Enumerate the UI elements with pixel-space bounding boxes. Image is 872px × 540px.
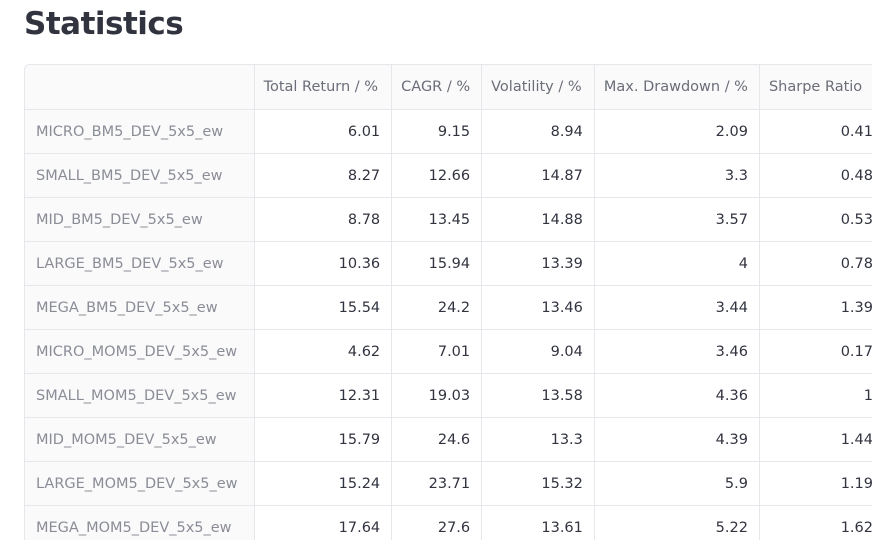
- column-header-sharpe-ratio[interactable]: Sharpe Ratio: [759, 65, 872, 110]
- table-row: MEGA_MOM5_DEV_5x5_ew 17.64 27.6 13.61 5.22 1.…: [25, 505, 872, 540]
- table-row: SMALL_MOM5_DEV_5x5_ew 12.31 19.03 13.58 4.36…: [25, 373, 872, 418]
- table-cell[interactable]: 8.94: [481, 109, 595, 154]
- table-cell[interactable]: 13.39: [481, 241, 595, 286]
- table-cell[interactable]: 13.61: [481, 505, 595, 540]
- row-index-label[interactable]: SMALL_BM5_DEV_5x5_ew: [25, 153, 255, 198]
- row-index-label[interactable]: LARGE_BM5_DEV_5x5_ew: [25, 241, 255, 286]
- statistics-table: Total Return / % CAGR / % Volatility / %…: [25, 65, 872, 540]
- table-cell[interactable]: 4.39: [594, 417, 760, 462]
- table-cell[interactable]: 2.09: [594, 109, 760, 154]
- table-cell[interactable]: 9.15: [391, 109, 483, 154]
- column-header-cagr[interactable]: CAGR / %: [391, 65, 483, 110]
- row-index-label[interactable]: MICRO_BM5_DEV_5x5_ew: [25, 109, 255, 154]
- table-cell[interactable]: 3.44: [594, 285, 760, 330]
- table-cell[interactable]: 1.39: [759, 285, 872, 330]
- table-cell[interactable]: 5.22: [594, 505, 760, 540]
- table-row: LARGE_MOM5_DEV_5x5_ew 15.24 23.71 15.32 5.9 1…: [25, 461, 872, 506]
- table-cell[interactable]: 6.01: [254, 109, 393, 154]
- table-cell[interactable]: 15.32: [481, 461, 595, 506]
- table-cell[interactable]: 15.94: [391, 241, 483, 286]
- table-cell[interactable]: 0.53: [759, 197, 872, 242]
- index-header: [25, 65, 255, 110]
- table-cell[interactable]: 8.78: [254, 197, 393, 242]
- table-row: LARGE_BM5_DEV_5x5_ew 10.36 15.94 13.39 4 0.78: [25, 241, 872, 286]
- table-row: SMALL_BM5_DEV_5x5_ew 8.27 12.66 14.87 3.3 0.4…: [25, 153, 872, 198]
- table-cell[interactable]: 0.48: [759, 153, 872, 198]
- row-index-label[interactable]: LARGE_MOM5_DEV_5x5_ew: [25, 461, 255, 506]
- table-row: MEGA_BM5_DEV_5x5_ew 15.54 24.2 13.46 3.44 1.3…: [25, 285, 872, 330]
- table-cell[interactable]: 13.46: [481, 285, 595, 330]
- table-cell[interactable]: 24.6: [391, 417, 483, 462]
- table-cell[interactable]: 19.03: [391, 373, 483, 418]
- table-row: MICRO_BM5_DEV_5x5_ew 6.01 9.15 8.94 2.09 0.41: [25, 109, 872, 154]
- table-cell[interactable]: 5.9: [594, 461, 760, 506]
- row-index-label[interactable]: MICRO_MOM5_DEV_5x5_ew: [25, 329, 255, 374]
- column-header-max-drawdown[interactable]: Max. Drawdown / %: [594, 65, 760, 110]
- table-cell[interactable]: 13.58: [481, 373, 595, 418]
- table-row: MID_MOM5_DEV_5x5_ew 15.79 24.6 13.3 4.39 1.44: [25, 417, 872, 462]
- table-cell[interactable]: 9.04: [481, 329, 595, 374]
- table-cell[interactable]: 14.88: [481, 197, 595, 242]
- table-cell[interactable]: 10.36: [254, 241, 393, 286]
- table-cell[interactable]: 0.41: [759, 109, 872, 154]
- row-index-label[interactable]: MEGA_BM5_DEV_5x5_ew: [25, 285, 255, 330]
- table-cell[interactable]: 0.17: [759, 329, 872, 374]
- table-cell[interactable]: 3.3: [594, 153, 760, 198]
- table-cell[interactable]: 1.19: [759, 461, 872, 506]
- table-row: MICRO_MOM5_DEV_5x5_ew 4.62 7.01 9.04 3.46 0.1…: [25, 329, 872, 374]
- table-cell[interactable]: 15.54: [254, 285, 393, 330]
- table-cell[interactable]: 15.79: [254, 417, 393, 462]
- table-cell[interactable]: 3.57: [594, 197, 760, 242]
- table-cell[interactable]: 4.36: [594, 373, 760, 418]
- table-header-row: Total Return / % CAGR / % Volatility / %…: [25, 65, 872, 110]
- row-index-label[interactable]: SMALL_MOM5_DEV_5x5_ew: [25, 373, 255, 418]
- table-cell[interactable]: 13.3: [481, 417, 595, 462]
- table-cell[interactable]: 4.62: [254, 329, 393, 374]
- table-cell[interactable]: 1.44: [759, 417, 872, 462]
- table-cell[interactable]: 4: [594, 241, 760, 286]
- column-header-volatility[interactable]: Volatility / %: [481, 65, 595, 110]
- row-index-label[interactable]: MEGA_MOM5_DEV_5x5_ew: [25, 505, 255, 540]
- table-cell[interactable]: 7.01: [391, 329, 483, 374]
- table-cell[interactable]: 8.27: [254, 153, 393, 198]
- table-cell[interactable]: 0.78: [759, 241, 872, 286]
- table-cell[interactable]: 1.62: [759, 505, 872, 540]
- table-cell[interactable]: 27.6: [391, 505, 483, 540]
- row-index-label[interactable]: MID_BM5_DEV_5x5_ew: [25, 197, 255, 242]
- table-cell[interactable]: 17.64: [254, 505, 393, 540]
- table-cell[interactable]: 3.46: [594, 329, 760, 374]
- table-cell[interactable]: 12.66: [391, 153, 483, 198]
- table-cell[interactable]: 1: [759, 373, 872, 418]
- table-row: MID_BM5_DEV_5x5_ew 8.78 13.45 14.88 3.57 0.53: [25, 197, 872, 242]
- table-cell[interactable]: 12.31: [254, 373, 393, 418]
- column-header-total-return[interactable]: Total Return / %: [254, 65, 393, 110]
- table-cell[interactable]: 23.71: [391, 461, 483, 506]
- statistics-table-container[interactable]: Total Return / % CAGR / % Volatility / %…: [24, 64, 872, 540]
- table-cell[interactable]: 24.2: [391, 285, 483, 330]
- table-cell[interactable]: 14.87: [481, 153, 595, 198]
- row-index-label[interactable]: MID_MOM5_DEV_5x5_ew: [25, 417, 255, 462]
- table-cell[interactable]: 15.24: [254, 461, 393, 506]
- table-cell[interactable]: 13.45: [391, 197, 483, 242]
- page-title: Statistics: [24, 6, 184, 42]
